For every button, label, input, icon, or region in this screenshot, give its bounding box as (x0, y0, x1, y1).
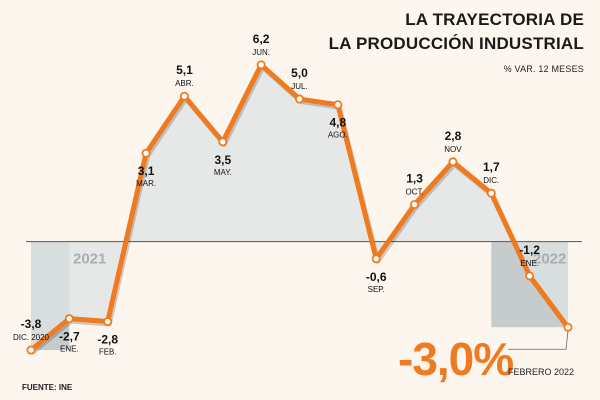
month-label-4: ABR. (175, 79, 194, 88)
source-note: FUENTE: INE (22, 383, 73, 392)
data-point-10 (410, 200, 420, 210)
chart-title-line-1: LA TRAYECTORIA DE (405, 10, 584, 29)
data-point-4 (179, 91, 189, 101)
month-label-10: OCT. (405, 188, 423, 197)
data-point-13 (525, 271, 535, 281)
data-point-6 (256, 60, 266, 70)
value-label-1: -2,7 (59, 330, 80, 344)
month-label-11: NOV (444, 145, 462, 154)
data-point-3 (141, 148, 151, 158)
data-point-2 (103, 317, 113, 327)
month-label-12: DIC. (483, 176, 499, 185)
value-label-6: 6,2 (253, 32, 270, 46)
year-label-2021: 2021 (73, 251, 106, 268)
data-point-0 (26, 345, 36, 355)
value-label-4: 5,1 (176, 63, 193, 77)
data-point-14 (563, 322, 573, 332)
data-point-12 (486, 188, 496, 198)
value-label-0: -3,8 (21, 317, 42, 331)
year-label-2022: 2022 (533, 251, 566, 268)
month-label-2: FEB. (99, 348, 117, 357)
area-fill (31, 64, 568, 351)
data-point-5 (218, 137, 228, 147)
month-label-3: MAR. (136, 179, 156, 188)
month-label-9: SEP. (368, 285, 385, 294)
callout-leader (508, 331, 569, 350)
month-label-8: AGO. (328, 131, 348, 140)
value-label-8: 4,8 (330, 116, 347, 130)
month-label-5: MAY. (214, 168, 232, 177)
chart-title: LA TRAYECTORIA DE LA PRODUCCIÓN INDUSTRI… (329, 8, 584, 56)
month-label-7: JUL. (291, 82, 307, 91)
value-label-11: 2,8 (445, 129, 462, 143)
value-label-2: -2,8 (97, 333, 118, 347)
data-point-8 (333, 100, 343, 110)
value-label-5: 3,5 (214, 153, 231, 167)
value-label-3: 3,1 (138, 164, 155, 178)
month-label-0: DIC. 2020 (13, 333, 50, 342)
chart-title-line-2: LA PRODUCCIÓN INDUSTRIAL (328, 34, 584, 53)
callout-value: -3,0% (398, 333, 514, 385)
value-label-13: -1,2 (519, 243, 540, 257)
data-point-1 (64, 314, 74, 324)
value-label-9: -0,6 (366, 270, 387, 284)
month-label-1: ENE. (60, 345, 79, 354)
month-label-13: ENE. (520, 259, 539, 268)
data-point-9 (371, 254, 381, 264)
data-point-11 (448, 157, 458, 167)
value-label-10: 1,3 (406, 172, 423, 186)
value-label-7: 5,0 (291, 66, 308, 80)
data-point-7 (294, 94, 304, 104)
value-label-12: 1,7 (483, 160, 500, 174)
callout-label: FEBRERO 2022 (508, 367, 575, 377)
month-label-6: JUN. (252, 48, 270, 57)
chart-subtitle: % VAR. 12 MESES (503, 64, 584, 74)
